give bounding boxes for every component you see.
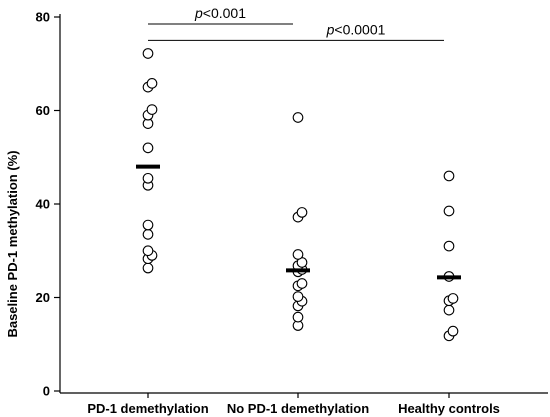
data-point bbox=[443, 304, 455, 316]
data-point bbox=[292, 291, 304, 302]
y-axis-title: Baseline PD-1 methylation (%) bbox=[5, 150, 20, 337]
y-tick-label: 0 bbox=[43, 384, 50, 399]
category-labels: PD-1 demethylation No PD-1 demethylation H… bbox=[87, 393, 500, 416]
y-tick-label: 80 bbox=[36, 10, 50, 25]
x-tick-label: Healthy controls bbox=[398, 401, 500, 416]
data-point bbox=[443, 205, 455, 217]
data-point bbox=[146, 104, 158, 115]
data-point bbox=[146, 78, 158, 89]
data-point bbox=[296, 207, 308, 218]
data-point bbox=[142, 142, 154, 154]
axes bbox=[59, 14, 548, 394]
data-point bbox=[292, 112, 304, 123]
x-tick-label: PD-1 demethylation bbox=[87, 401, 208, 416]
x-tick-label: No PD-1 demethylation bbox=[227, 401, 369, 416]
data-point bbox=[142, 219, 154, 231]
data-point bbox=[447, 293, 459, 304]
data-point bbox=[142, 262, 154, 274]
data-point bbox=[142, 245, 154, 257]
significance-label: p<0.001 bbox=[194, 5, 246, 21]
significance-label: p<0.0001 bbox=[326, 21, 386, 37]
data-point bbox=[292, 311, 304, 323]
data-point bbox=[142, 48, 154, 59]
mean-bars bbox=[136, 164, 461, 280]
y-tick-label: 60 bbox=[36, 103, 50, 118]
y-tick-label: 20 bbox=[36, 290, 50, 305]
data-points bbox=[142, 48, 459, 342]
y-tick-label: 40 bbox=[36, 197, 50, 212]
data-point bbox=[292, 249, 304, 260]
y-ticks: 0 20 40 60 80 bbox=[36, 10, 60, 399]
data-point bbox=[443, 170, 455, 182]
data-point bbox=[142, 172, 154, 184]
data-point bbox=[447, 325, 459, 337]
data-point bbox=[443, 240, 455, 252]
significance-annotations: p<0.001 p<0.0001 bbox=[148, 5, 444, 41]
data-point bbox=[142, 229, 154, 240]
data-point bbox=[296, 278, 308, 289]
